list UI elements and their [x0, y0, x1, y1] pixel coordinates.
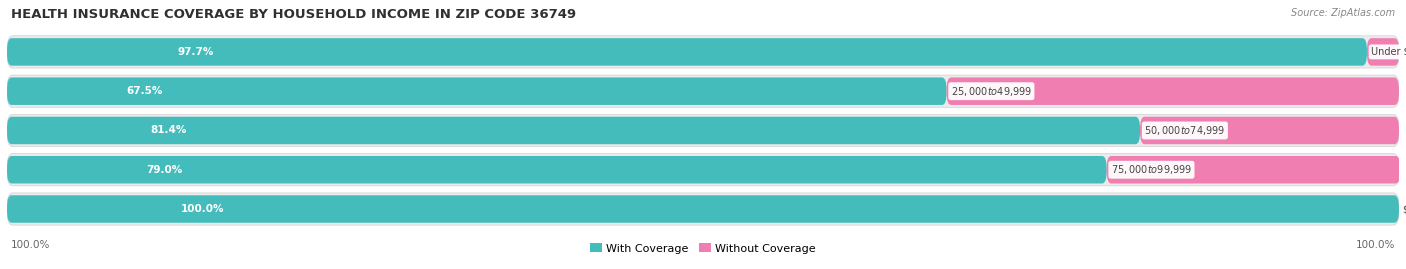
- Text: 100.0%: 100.0%: [1355, 240, 1395, 250]
- Text: 67.5%: 67.5%: [127, 86, 163, 96]
- FancyBboxPatch shape: [7, 75, 1399, 107]
- FancyBboxPatch shape: [1107, 156, 1400, 183]
- Text: HEALTH INSURANCE COVERAGE BY HOUSEHOLD INCOME IN ZIP CODE 36749: HEALTH INSURANCE COVERAGE BY HOUSEHOLD I…: [11, 8, 576, 21]
- Text: $100,000 and over: $100,000 and over: [1403, 204, 1406, 214]
- FancyBboxPatch shape: [7, 36, 1399, 68]
- FancyBboxPatch shape: [7, 114, 1399, 147]
- Text: 100.0%: 100.0%: [181, 204, 225, 214]
- Legend: With Coverage, Without Coverage: With Coverage, Without Coverage: [586, 239, 820, 258]
- Text: 97.7%: 97.7%: [177, 47, 214, 57]
- FancyBboxPatch shape: [1140, 117, 1399, 144]
- Text: $50,000 to $74,999: $50,000 to $74,999: [1144, 124, 1226, 137]
- Text: Source: ZipAtlas.com: Source: ZipAtlas.com: [1291, 8, 1395, 18]
- FancyBboxPatch shape: [7, 193, 1399, 225]
- FancyBboxPatch shape: [1367, 38, 1399, 66]
- Text: $75,000 to $99,999: $75,000 to $99,999: [1111, 163, 1192, 176]
- Text: Under $25,000: Under $25,000: [1371, 47, 1406, 57]
- Text: 81.4%: 81.4%: [150, 125, 187, 136]
- FancyBboxPatch shape: [7, 195, 1399, 223]
- FancyBboxPatch shape: [7, 156, 1107, 183]
- FancyBboxPatch shape: [7, 38, 1367, 66]
- FancyBboxPatch shape: [7, 77, 946, 105]
- FancyBboxPatch shape: [7, 154, 1399, 186]
- FancyBboxPatch shape: [946, 77, 1399, 105]
- Text: $25,000 to $49,999: $25,000 to $49,999: [950, 85, 1032, 98]
- Text: 79.0%: 79.0%: [146, 165, 183, 175]
- FancyBboxPatch shape: [7, 117, 1140, 144]
- Text: 100.0%: 100.0%: [11, 240, 51, 250]
